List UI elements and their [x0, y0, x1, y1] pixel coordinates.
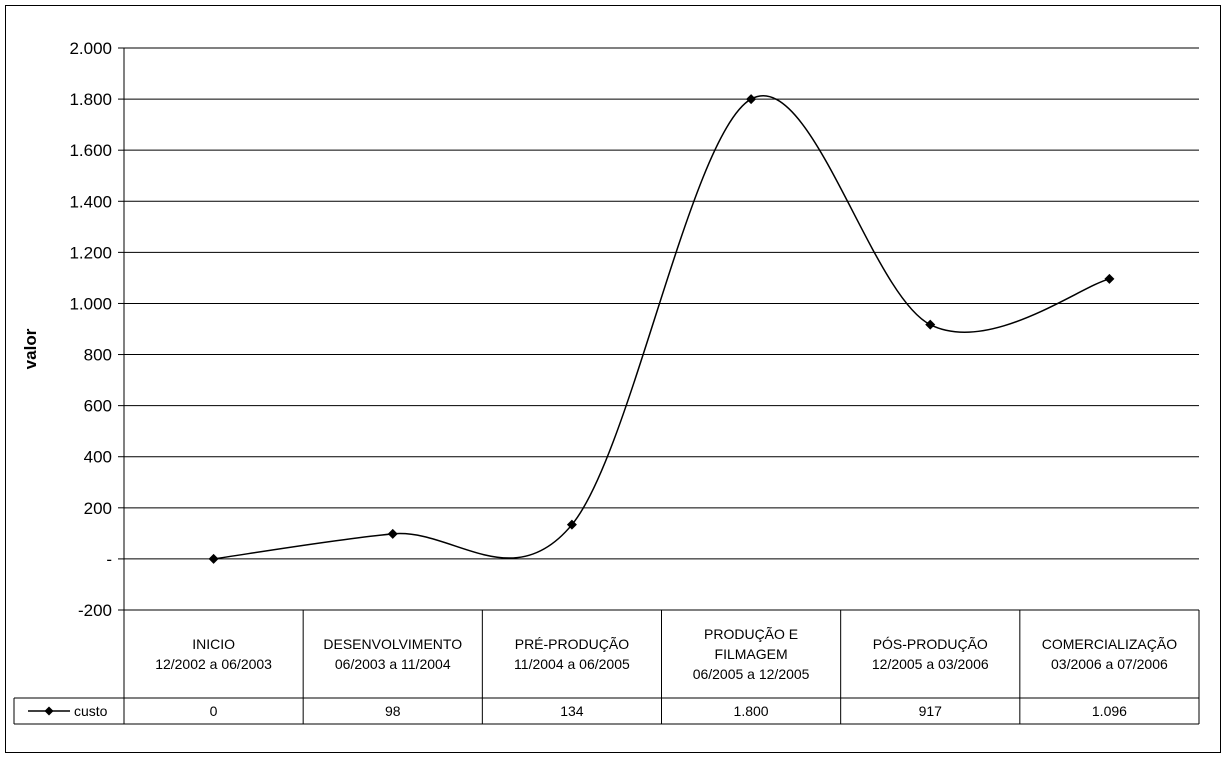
- y-tick-label: 400: [84, 448, 112, 467]
- data-table-value: 1.800: [734, 703, 769, 719]
- data-table-value: 917: [919, 703, 943, 719]
- x-category-label: PÓS-PRODUÇÃO: [873, 636, 988, 652]
- y-tick-label: 600: [84, 397, 112, 416]
- data-point-marker: [1104, 273, 1115, 284]
- data-table-value: 0: [210, 703, 218, 719]
- data-table-value: 134: [560, 703, 584, 719]
- y-tick-label: 1.600: [69, 141, 112, 160]
- y-tick-label: 200: [84, 499, 112, 518]
- y-tick-label: 2.000: [69, 39, 112, 58]
- y-axis-title: valor: [21, 328, 40, 369]
- x-category-label: 03/2006 a 07/2006: [1051, 656, 1168, 672]
- x-category-label: 06/2003 a 11/2004: [335, 656, 451, 672]
- legend-label: custo: [74, 703, 108, 719]
- data-point-marker: [746, 94, 757, 105]
- data-point-marker: [208, 553, 219, 564]
- y-tick-label: 800: [84, 346, 112, 365]
- y-tick-label: 1.200: [69, 243, 112, 262]
- x-category-label: FILMAGEM: [715, 646, 788, 662]
- x-category-label: 12/2002 a 06/2003: [155, 656, 272, 672]
- line-chart: -200-2004006008001.0001.2001.4001.6001.8…: [13, 39, 1200, 725]
- data-point-marker: [925, 319, 936, 330]
- x-category-label: 12/2005 a 03/2006: [872, 656, 989, 672]
- y-tick-label: -200: [78, 601, 112, 620]
- data-point-marker: [566, 519, 577, 530]
- y-tick-label: 1.000: [69, 294, 112, 313]
- x-category-label: 06/2005 a 12/2005: [693, 666, 810, 682]
- x-category-label: PRÉ-PRODUÇÃO: [515, 636, 629, 652]
- x-category-label: INICIO: [192, 636, 235, 652]
- chart-frame: -200-200 400 600 800 1.000 1.200 1.400 1.600 1.8…: [5, 5, 1221, 753]
- data-point-marker: [387, 528, 398, 539]
- series-line: [213, 95, 1110, 560]
- x-category-label: COMERCIALIZAÇÃO: [1042, 636, 1177, 652]
- x-category-label: 11/2004 a 06/2005: [514, 656, 630, 672]
- x-category-label: DESENVOLVIMENTO: [323, 636, 462, 652]
- y-tick-label: 1.800: [69, 90, 112, 109]
- data-table-value: 1.096: [1092, 703, 1127, 719]
- x-category-label: PRODUÇÃO E: [704, 626, 798, 642]
- data-table-value: 98: [385, 703, 401, 719]
- y-tick-label: -: [106, 550, 112, 569]
- y-tick-label: 1.400: [69, 192, 112, 211]
- legend-marker: [44, 706, 54, 716]
